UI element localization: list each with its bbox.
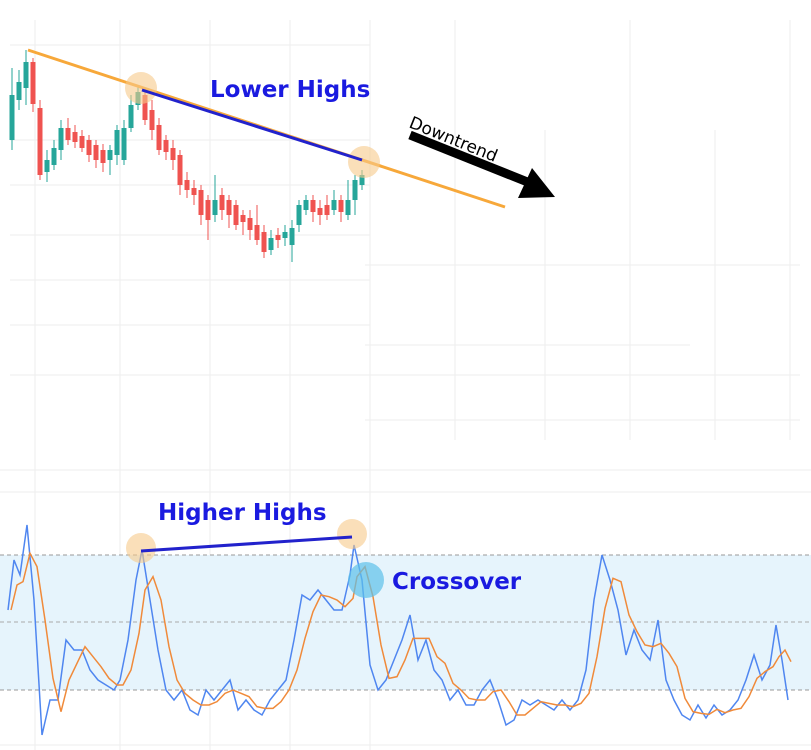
- candle-body: [121, 128, 127, 160]
- higher-highs-label: Higher Highs: [158, 500, 327, 526]
- candle-body: [86, 140, 92, 155]
- candle-body: [338, 200, 344, 212]
- candle-body: [240, 215, 246, 222]
- candle-body: [163, 140, 169, 152]
- candle-body: [310, 200, 316, 212]
- candle-body: [352, 180, 358, 200]
- high-marker: [337, 519, 367, 549]
- candle-body: [261, 232, 267, 252]
- candle-body: [184, 180, 190, 190]
- candle-body: [275, 235, 281, 240]
- candle-body: [198, 190, 204, 215]
- candle-body: [149, 110, 155, 130]
- candle-body: [37, 108, 43, 175]
- candle-body: [65, 128, 71, 140]
- higher-highs-line: [140, 535, 353, 553]
- candle-body: [191, 188, 197, 195]
- candle-body: [282, 232, 288, 238]
- high-marker: [348, 146, 380, 178]
- crossover-marker: [348, 562, 384, 598]
- candle-body: [100, 150, 106, 163]
- oscillator-slow: [10, 551, 792, 716]
- high-marker: [125, 72, 157, 104]
- candle-body: [331, 200, 337, 210]
- candles: [9, 50, 365, 262]
- candle-body: [30, 62, 36, 104]
- candle-body: [16, 82, 22, 100]
- candle-body: [23, 62, 29, 88]
- crossover-label: Crossover: [392, 569, 522, 595]
- arrow-head: [518, 168, 555, 198]
- candle-body: [345, 200, 351, 215]
- candle-body: [51, 148, 57, 165]
- candle-body: [170, 148, 176, 160]
- candle-body: [114, 130, 120, 155]
- candle-body: [79, 136, 85, 148]
- candle-body: [9, 95, 15, 140]
- candle-body: [212, 200, 218, 215]
- high-marker: [126, 533, 156, 563]
- candle-body: [296, 205, 302, 225]
- candle-body: [58, 128, 64, 150]
- grid: [0, 20, 811, 750]
- candle-body: [247, 218, 253, 230]
- candle-body: [107, 150, 113, 160]
- downtrend-arrow: [408, 130, 532, 188]
- candle-body: [268, 238, 274, 250]
- lower-highs-label: Lower Highs: [210, 77, 370, 103]
- candle-body: [254, 225, 260, 240]
- candle-body: [317, 208, 323, 215]
- candle-body: [142, 95, 148, 120]
- candle-body: [93, 145, 99, 160]
- candle-body: [128, 105, 134, 128]
- candle-body: [219, 195, 225, 210]
- candle-body: [324, 205, 330, 215]
- lower-highs-line: [141, 88, 363, 162]
- candle-body: [72, 132, 78, 142]
- candle-body: [177, 155, 183, 185]
- oscillator-fast: [7, 524, 789, 736]
- candle-body: [205, 200, 211, 220]
- candle-body: [44, 160, 50, 172]
- candle-body: [156, 125, 162, 150]
- candle-body: [233, 205, 239, 225]
- candle-body: [226, 200, 232, 215]
- candle-body: [359, 175, 365, 185]
- candle-body: [303, 200, 309, 210]
- candle-body: [289, 228, 295, 245]
